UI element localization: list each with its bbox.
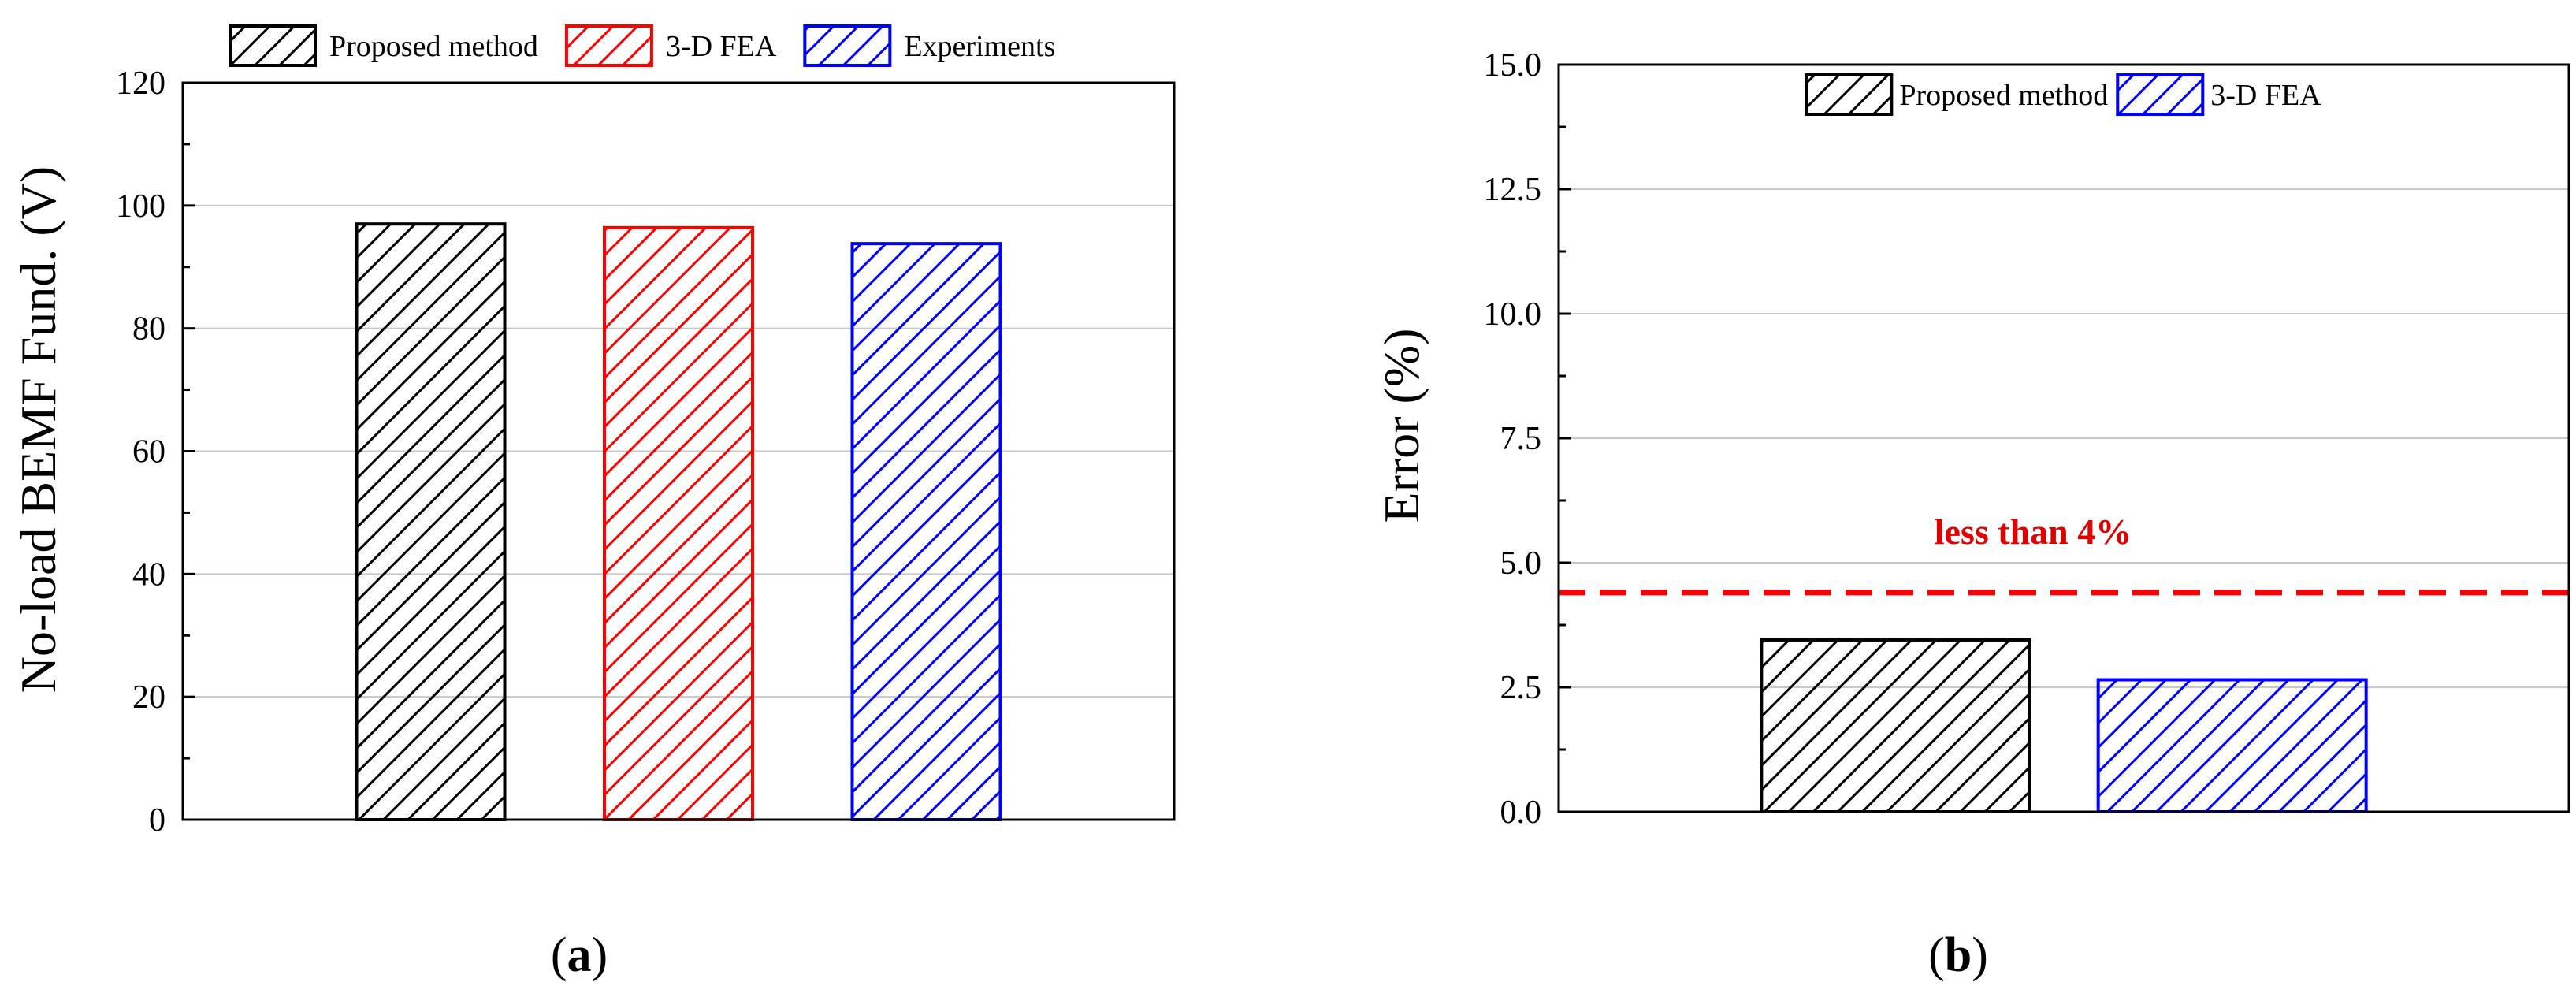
bar-proposed-method (1760, 638, 2031, 814)
y-axis-label-b: Error (%) (1373, 329, 1429, 523)
legend-swatch-proposed-method (1805, 73, 1894, 116)
legend-swatch-experiments (803, 24, 892, 67)
y-tick-label: 60 (132, 434, 165, 471)
y-axis-label-a: No-load BEMF Fund. (V) (10, 166, 66, 693)
chart-b: 0.0 2.5 5.0 7.5 10.0 12.5 15.0 Error (%) Propo… (1373, 47, 2570, 982)
reference-line-label: less than 4% (1935, 512, 2132, 552)
chart-a: 0 20 40 60 80 100 120 No-load BEMF Fund. (V) P… (10, 24, 1176, 982)
caption-b: (b) (1928, 928, 1988, 982)
y-tick-label: 12.5 (1484, 172, 1542, 208)
y-tick-label: 100 (116, 188, 165, 225)
caption-a: (a) (551, 928, 608, 982)
legend-b: Proposed method 3-D FEA (1805, 73, 2321, 116)
y-tick-label: 10.0 (1484, 296, 1542, 333)
legend-label-proposed-method: Proposed method (329, 30, 538, 63)
legend-a: Proposed method 3-D FEA Experiments (229, 24, 1055, 67)
legend-label-3-d-fea: 3-D FEA (2210, 79, 2321, 112)
legend-swatch-3-d-fea (564, 24, 653, 67)
legend-label-3-d-fea: 3-D FEA (666, 30, 777, 63)
y-tick-label: 0.0 (1500, 794, 1542, 831)
y-tick-label: 40 (132, 556, 165, 593)
bar-proposed-method (355, 222, 507, 822)
y-tick-label: 15.0 (1484, 47, 1542, 84)
y-tick-label: 5.0 (1500, 545, 1542, 582)
legend-label-proposed-method: Proposed method (1899, 79, 2108, 112)
bar-3-d-fea (603, 225, 754, 821)
y-tick-label: 20 (132, 679, 165, 716)
y-tick-label: 7.5 (1500, 421, 1542, 457)
bar-experiments (850, 242, 1002, 821)
legend-swatch-3-d-fea (2116, 73, 2205, 116)
legend-swatch-proposed-method (229, 24, 317, 67)
bar-3-d-fea (2096, 678, 2368, 814)
y-tick-label: 2.5 (1500, 670, 1542, 706)
y-tick-label: 120 (116, 65, 165, 102)
legend-label-experiments: Experiments (904, 30, 1055, 63)
y-tick-label: 0 (149, 802, 165, 839)
y-tick-label: 80 (132, 311, 165, 348)
